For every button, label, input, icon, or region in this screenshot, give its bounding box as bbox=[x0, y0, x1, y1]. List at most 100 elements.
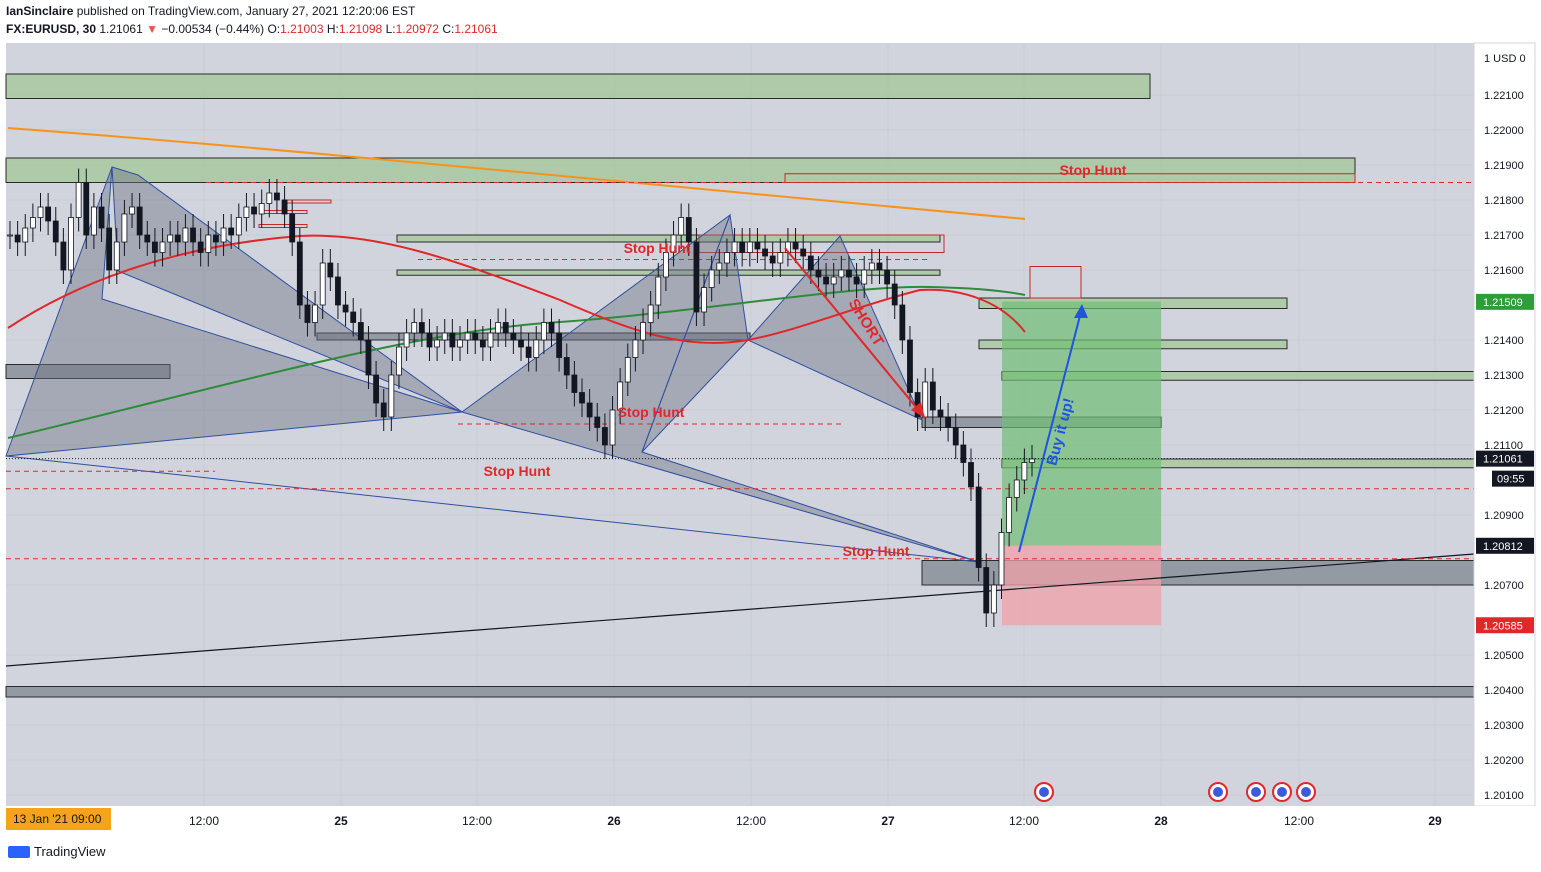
candle-body bbox=[159, 241, 166, 253]
candle-body bbox=[762, 248, 768, 257]
candle-body bbox=[769, 255, 776, 264]
tradingview-logo[interactable]: TradingView bbox=[8, 843, 106, 859]
candle-body bbox=[838, 269, 845, 278]
candle-body bbox=[640, 322, 646, 341]
candle-body bbox=[182, 227, 189, 243]
price-tick-label: 1.22100 bbox=[1484, 90, 1524, 102]
time-tick-label: 25 bbox=[334, 814, 348, 828]
short-arrow bbox=[784, 247, 926, 419]
candle-body bbox=[731, 241, 738, 253]
candle-body bbox=[624, 357, 631, 383]
candle-body bbox=[403, 332, 410, 348]
candle-body bbox=[213, 234, 219, 243]
candle-body bbox=[243, 206, 250, 218]
candle-body bbox=[1021, 462, 1028, 481]
zone-box bbox=[5, 73, 1151, 99]
candle-body bbox=[1029, 458, 1035, 463]
buy-arrow-head bbox=[1074, 304, 1088, 318]
time-tick-label: 29 bbox=[1428, 814, 1442, 828]
candle-body bbox=[518, 339, 524, 348]
event-flag-icon bbox=[1039, 787, 1049, 797]
candle-body bbox=[205, 234, 212, 253]
candle-body bbox=[495, 322, 502, 334]
candle-body bbox=[418, 322, 425, 334]
candle-body bbox=[663, 252, 669, 278]
candle-body bbox=[945, 416, 952, 428]
candle-body bbox=[52, 220, 59, 243]
candle-body bbox=[312, 304, 318, 323]
time-tick-label: 12:00 bbox=[1009, 814, 1039, 828]
candle-body bbox=[952, 427, 959, 446]
time-tick-label: 27 bbox=[881, 814, 895, 828]
candle-body bbox=[922, 381, 929, 418]
candle-body bbox=[754, 241, 761, 250]
candle-body bbox=[846, 269, 852, 278]
time-axis-labels: 12:00 25 12:00 26 12:00 27 12:00 28 12:00 29 13 Ja… bbox=[6, 808, 1442, 830]
candle-body bbox=[113, 241, 120, 271]
candle-body bbox=[701, 287, 707, 313]
candle-body bbox=[586, 402, 593, 418]
price-tick-label: 1.21900 bbox=[1484, 160, 1524, 172]
start-date-label: 13 Jan '21 09:00 bbox=[13, 812, 102, 826]
axis-corner bbox=[1474, 806, 1535, 836]
zone-box bbox=[5, 364, 171, 379]
candle-body bbox=[121, 213, 128, 243]
stop-hunt-label: Stop Hunt bbox=[618, 404, 685, 420]
candle-body bbox=[983, 567, 990, 614]
event-flag-icon bbox=[1301, 787, 1311, 797]
publish-line: IanSinclaire published on TradingView.co… bbox=[6, 4, 415, 18]
publisher-name[interactable]: IanSinclaire bbox=[6, 4, 74, 18]
candle-body bbox=[90, 206, 97, 236]
time-tick-label: 12:00 bbox=[1284, 814, 1314, 828]
price-label-box bbox=[1476, 293, 1534, 310]
candle-body bbox=[388, 374, 395, 418]
candle-body bbox=[876, 262, 883, 271]
price-tick-label: 1.20700 bbox=[1484, 580, 1524, 592]
candle-body bbox=[655, 276, 662, 306]
candle-body bbox=[60, 241, 67, 271]
price-tick-label: 1.21100 bbox=[1484, 440, 1523, 452]
price-tick-label: 1.20200 bbox=[1484, 755, 1524, 767]
stop-hunt-label: Stop Hunt bbox=[843, 543, 910, 559]
high-value: 1.21098 bbox=[338, 22, 383, 36]
symbol-label: FX:EURUSD, 30 bbox=[6, 22, 97, 36]
candle-body bbox=[563, 357, 570, 376]
high-label: H: bbox=[326, 22, 339, 36]
price-axis[interactable] bbox=[1473, 42, 1536, 807]
long-stop-zone bbox=[1002, 545, 1161, 626]
price-axis-labels: 1.20100 1.20200 1.20300 1.20400 1.20500 1.207… bbox=[1476, 53, 1534, 802]
candle-body bbox=[319, 262, 326, 306]
close-label: C: bbox=[442, 22, 455, 36]
stop-hunt-label: Stop Hunt bbox=[1060, 162, 1127, 178]
price-tick-label: 1.21400 bbox=[1484, 335, 1524, 347]
price-tick-label: 1.21200 bbox=[1484, 405, 1524, 417]
price-tick-label: 1.21600 bbox=[1484, 265, 1524, 277]
candle-body bbox=[373, 374, 379, 404]
candle-body bbox=[891, 283, 898, 306]
candle-body bbox=[14, 234, 21, 243]
candle-body bbox=[617, 381, 624, 411]
candle-body bbox=[228, 227, 235, 236]
candle-body bbox=[289, 213, 296, 243]
candle-body bbox=[1006, 497, 1013, 533]
candle-body bbox=[907, 339, 913, 393]
price-tick-label: 1.20500 bbox=[1484, 650, 1524, 662]
candle-body bbox=[266, 192, 273, 204]
short-arrow-head bbox=[911, 402, 925, 418]
candle-body bbox=[251, 206, 257, 215]
candle-body bbox=[129, 206, 135, 215]
candle-body bbox=[685, 217, 692, 243]
time-tick-label: 12:00 bbox=[736, 814, 766, 828]
candle-body bbox=[304, 304, 311, 323]
time-axis[interactable] bbox=[6, 806, 1474, 836]
candle-body bbox=[502, 322, 509, 334]
target-box bbox=[1029, 266, 1082, 299]
time-tick-label: 12:00 bbox=[189, 814, 219, 828]
symbol-line: FX:EURUSD, 30 1.21061 ▼ −0.00534 (−0.44%… bbox=[6, 22, 498, 36]
candle-body bbox=[830, 276, 837, 285]
candle-body bbox=[350, 311, 357, 323]
candle-body bbox=[525, 346, 532, 358]
zones-layer bbox=[5, 73, 1475, 698]
price-label-box bbox=[1492, 470, 1534, 487]
